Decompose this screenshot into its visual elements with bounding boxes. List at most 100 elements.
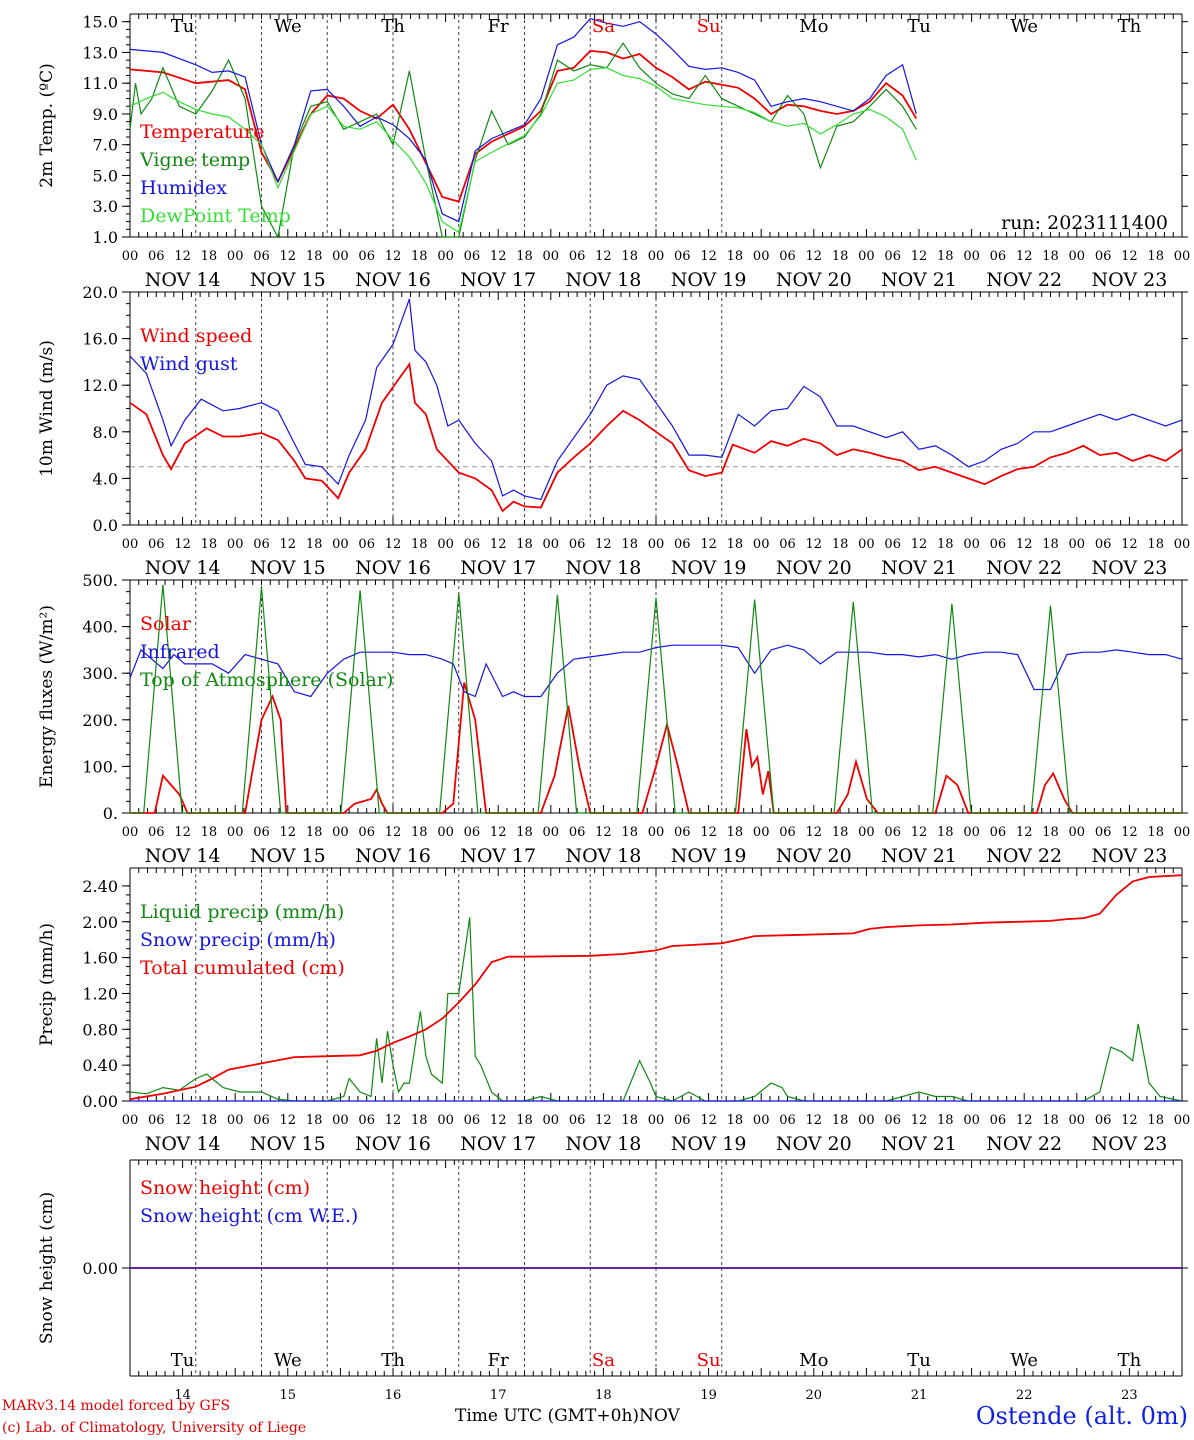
hour-label: 12 — [1016, 249, 1033, 264]
hour-label: 18 — [1042, 537, 1059, 552]
hour-label: 00 — [122, 249, 139, 264]
hour-label: 00 — [858, 825, 875, 840]
hour-label: 00 — [122, 537, 139, 552]
hour-label: 00 — [543, 1113, 560, 1128]
date-label: NOV 19 — [671, 1133, 747, 1155]
hour-label: 00 — [648, 249, 665, 264]
hour-label: 00 — [858, 537, 875, 552]
hour-label: 00 — [227, 1113, 244, 1128]
hour-label: 00 — [122, 825, 139, 840]
hour-label: 18 — [727, 537, 744, 552]
model-credit: MARv3.14 model forced by GFS — [2, 1398, 231, 1414]
hour-label: 12 — [1121, 537, 1138, 552]
date-label: NOV 22 — [986, 845, 1062, 867]
y-tick-label: 400. — [82, 618, 118, 637]
hour-label: 00 — [753, 825, 770, 840]
hour-label: 12 — [1016, 825, 1033, 840]
hour-label: 00 — [1069, 1113, 1086, 1128]
y-tick-label: 2.40 — [82, 877, 118, 896]
hour-label: 00 — [122, 1113, 139, 1128]
date-label: NOV 14 — [145, 557, 221, 579]
day-number: 15 — [280, 1388, 297, 1403]
hour-label: 12 — [1121, 1113, 1138, 1128]
hour-label: 06 — [1095, 537, 1112, 552]
legend-entry: DewPoint Temp — [140, 205, 291, 227]
date-label: NOV 23 — [1091, 557, 1167, 579]
day-name: We — [274, 1350, 302, 1371]
hour-label: 00 — [437, 1113, 454, 1128]
hour-label: 06 — [674, 537, 691, 552]
hour-label: 00 — [1174, 1113, 1191, 1128]
day-name: Th — [381, 1350, 405, 1371]
y-tick-label: 0.00 — [82, 1092, 118, 1111]
day-name: We — [1010, 1350, 1038, 1371]
hour-label: 00 — [1174, 537, 1191, 552]
date-label: NOV 17 — [460, 269, 536, 291]
y-axis-title: 2m Temp. (ºC) — [37, 63, 57, 188]
hour-label: 18 — [201, 537, 218, 552]
hour-label: 06 — [1095, 1113, 1112, 1128]
hour-label: 18 — [1147, 825, 1164, 840]
hour-label: 00 — [543, 249, 560, 264]
hour-label: 12 — [490, 537, 507, 552]
hour-label: 12 — [700, 249, 717, 264]
day-number: 17 — [490, 1388, 507, 1403]
hour-label: 18 — [621, 825, 638, 840]
hour-label: 06 — [1095, 249, 1112, 264]
hour-label: 06 — [358, 537, 375, 552]
y-tick-label: 1.0 — [93, 228, 118, 247]
day-name: Tu — [907, 16, 931, 37]
hour-label: 06 — [779, 1113, 796, 1128]
date-label: NOV 15 — [250, 557, 326, 579]
hour-label: 18 — [937, 249, 954, 264]
hour-label: 00 — [437, 537, 454, 552]
legend-entry: Vigne temp — [139, 149, 250, 171]
hour-label: 12 — [911, 537, 928, 552]
day-name: Th — [1118, 16, 1142, 37]
hour-label: 12 — [280, 537, 297, 552]
hour-label: 00 — [332, 249, 349, 264]
date-label: NOV 18 — [565, 1133, 641, 1155]
y-tick-label: 100. — [82, 757, 118, 776]
legend-entry: Liquid precip (mm/h) — [140, 901, 344, 923]
hour-label: 12 — [490, 249, 507, 264]
day-name: Tu — [171, 1350, 195, 1371]
legend-entry: Temperature — [140, 121, 264, 143]
hour-label: 12 — [280, 825, 297, 840]
hour-label: 12 — [385, 249, 402, 264]
hour-label: 18 — [727, 825, 744, 840]
hour-label: 18 — [306, 537, 323, 552]
hour-label: 06 — [464, 1113, 481, 1128]
date-label: NOV 21 — [881, 269, 957, 291]
hour-label: 00 — [437, 825, 454, 840]
hour-label: 18 — [832, 825, 849, 840]
day-name: Tu — [907, 1350, 931, 1371]
day-name: Su — [697, 16, 721, 37]
y-tick-label: 1.20 — [82, 984, 118, 1003]
hour-label: 06 — [358, 249, 375, 264]
hour-label: 00 — [963, 825, 980, 840]
hour-label: 06 — [569, 825, 586, 840]
hour-label: 12 — [806, 537, 823, 552]
hour-label: 18 — [621, 249, 638, 264]
hour-label: 06 — [464, 825, 481, 840]
hour-label: 00 — [963, 249, 980, 264]
station-name: Ostende (alt. 0m) — [975, 1402, 1188, 1430]
lab-credit: (c) Lab. of Climatology, University of L… — [2, 1420, 307, 1436]
hour-label: 18 — [516, 537, 533, 552]
hour-label: 00 — [753, 537, 770, 552]
time-axis-title: Time UTC (GMT+0h)NOV — [455, 1406, 680, 1426]
hour-label: 12 — [911, 249, 928, 264]
series-line — [129, 49, 918, 203]
legend-entry: Humidex — [140, 177, 227, 199]
day-name: Sa — [592, 1350, 615, 1371]
date-label: NOV 16 — [355, 269, 431, 291]
hour-label: 18 — [832, 249, 849, 264]
date-label: NOV 18 — [565, 845, 641, 867]
legend-entry: Wind speed — [140, 325, 252, 347]
hour-label: 18 — [937, 1113, 954, 1128]
hour-label: 06 — [884, 825, 901, 840]
hour-label: 12 — [1121, 825, 1138, 840]
hour-label: 18 — [306, 825, 323, 840]
date-label: NOV 22 — [986, 557, 1062, 579]
